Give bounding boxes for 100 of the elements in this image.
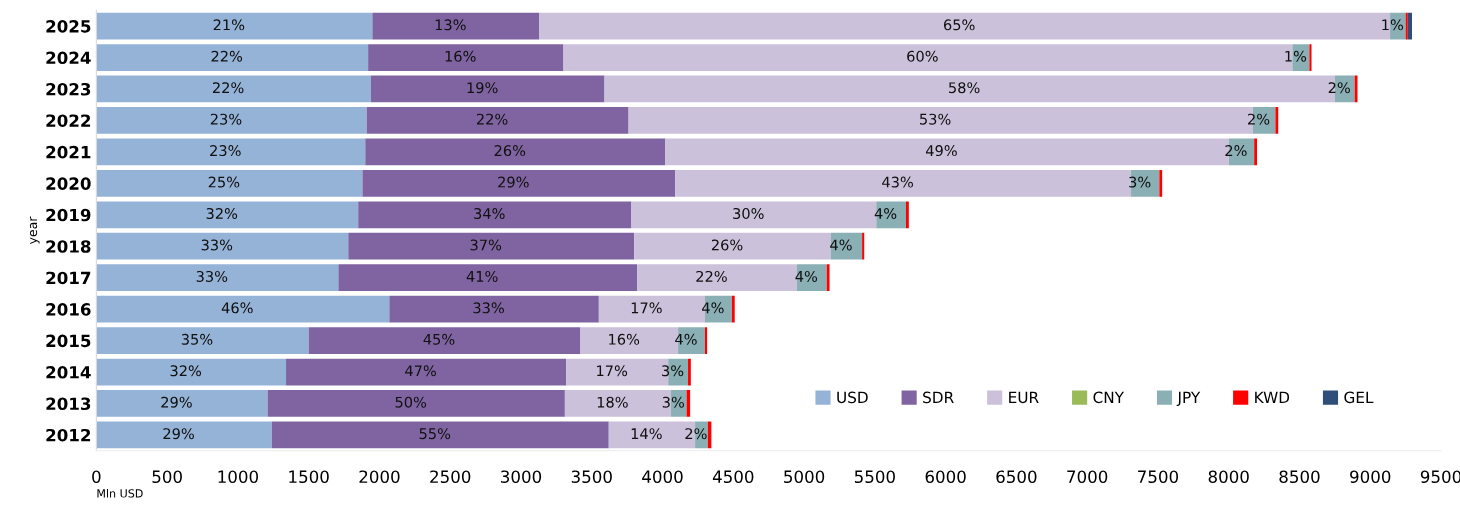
annotation: 3% [662, 396, 685, 408]
y-tick-label: 2021 [46, 145, 91, 159]
bar [688, 358, 691, 386]
bar [348, 232, 635, 260]
bar [96, 327, 309, 354]
bar [637, 264, 797, 292]
annotation: 26% [711, 239, 743, 251]
bar [370, 75, 605, 103]
y-tick-label: 2025 [46, 20, 91, 33]
annotation: 29% [163, 428, 194, 440]
x-tick-label: 6500 [996, 470, 1037, 484]
annotation: 2% [1328, 82, 1350, 94]
annotation: 14% [631, 428, 662, 440]
annotation: 47% [405, 365, 436, 377]
bar [96, 264, 339, 292]
annotation: 50% [395, 396, 427, 408]
annotation: 1% [1382, 19, 1404, 31]
legend-label: KWD [1255, 391, 1290, 403]
annotation: 4% [702, 302, 724, 314]
x-tick-label: 5500 [854, 470, 895, 484]
bar [365, 138, 666, 166]
bar [705, 327, 708, 354]
annotation: 53% [920, 113, 951, 125]
x-tick-label: 5000 [784, 470, 825, 484]
annotation: 29% [498, 176, 529, 188]
x-tick-label: 2500 [430, 470, 471, 484]
y-tick-label: 2017 [46, 271, 91, 285]
annotation: 33% [196, 270, 228, 282]
annotation: 3% [662, 365, 684, 377]
bar [1254, 138, 1258, 166]
annotation: 41% [466, 270, 498, 282]
bar [731, 295, 735, 323]
annotation: 2% [1225, 145, 1247, 157]
annotation: 4% [830, 239, 852, 251]
annotation: 49% [925, 145, 957, 157]
annotation: 33% [201, 239, 233, 251]
x-tick-label: 3000 [501, 470, 542, 484]
annotation: 55% [419, 428, 451, 440]
annotation: 4% [795, 270, 818, 282]
bar [96, 107, 367, 134]
x-tick-label: 9000 [1350, 470, 1391, 484]
annotation: 32% [206, 207, 238, 220]
x-tick-label: 1500 [289, 470, 329, 484]
bar [1405, 12, 1408, 40]
annotation: 17% [597, 365, 628, 377]
bar [830, 232, 863, 260]
annotation: 17% [631, 302, 662, 314]
bar [358, 201, 632, 229]
annotation: 60% [907, 50, 938, 62]
annotation: 46% [221, 302, 253, 314]
bar [96, 390, 268, 417]
y-tick-label: 2020 [46, 177, 91, 190]
annotation: 3% [1129, 176, 1151, 188]
bar [372, 12, 540, 40]
bar [826, 264, 830, 292]
bar [96, 44, 369, 71]
annotation: 58% [949, 82, 980, 94]
bar [797, 264, 827, 292]
x-tick-label: 3500 [571, 470, 612, 484]
annotation: 22% [696, 270, 727, 282]
bar [96, 138, 366, 166]
annotation: 1% [1285, 50, 1307, 62]
annotation: 4% [874, 207, 897, 220]
bar [876, 201, 906, 229]
y-tick-label: 2015 [46, 334, 91, 348]
y-tick-label: 2019 [46, 208, 91, 222]
x-tick-label: 500 [152, 470, 182, 484]
annotation: 22% [211, 50, 243, 62]
annotation: 23% [210, 145, 241, 157]
y-tick-label: 2018 [46, 240, 91, 253]
annotation: 19% [467, 82, 498, 94]
annotation: 32% [170, 365, 202, 377]
annotation: 43% [882, 176, 913, 188]
x-tick-label: 7500 [1138, 470, 1179, 484]
x-axis-title: Mln USD [97, 489, 143, 498]
annotation: 65% [943, 19, 975, 31]
bar [366, 107, 629, 134]
annotation: 2% [685, 428, 707, 440]
y-axis-title: year [29, 216, 40, 245]
bar [338, 264, 638, 292]
legend-label: JPY [1176, 391, 1201, 406]
y-tick-label: 2024 [46, 51, 91, 65]
x-tick-label: 8500 [1279, 470, 1320, 484]
bar [96, 421, 272, 449]
y-tick-label: 2023 [46, 82, 91, 96]
bar [96, 295, 390, 323]
annotation: 45% [423, 333, 455, 345]
legend-label: USD [837, 391, 868, 404]
bar [1309, 44, 1312, 71]
legend-label: GEL [1344, 391, 1374, 404]
y-tick-label: 2013 [46, 397, 91, 411]
bar [96, 12, 373, 40]
bar [96, 75, 371, 103]
annotation: 16% [445, 50, 476, 62]
y-tick-label: 2014 [46, 366, 91, 379]
bar [271, 421, 609, 449]
x-tick-label: 2000 [359, 470, 400, 484]
annotation: 23% [210, 113, 242, 125]
bar [96, 232, 349, 260]
bar [1407, 12, 1412, 40]
